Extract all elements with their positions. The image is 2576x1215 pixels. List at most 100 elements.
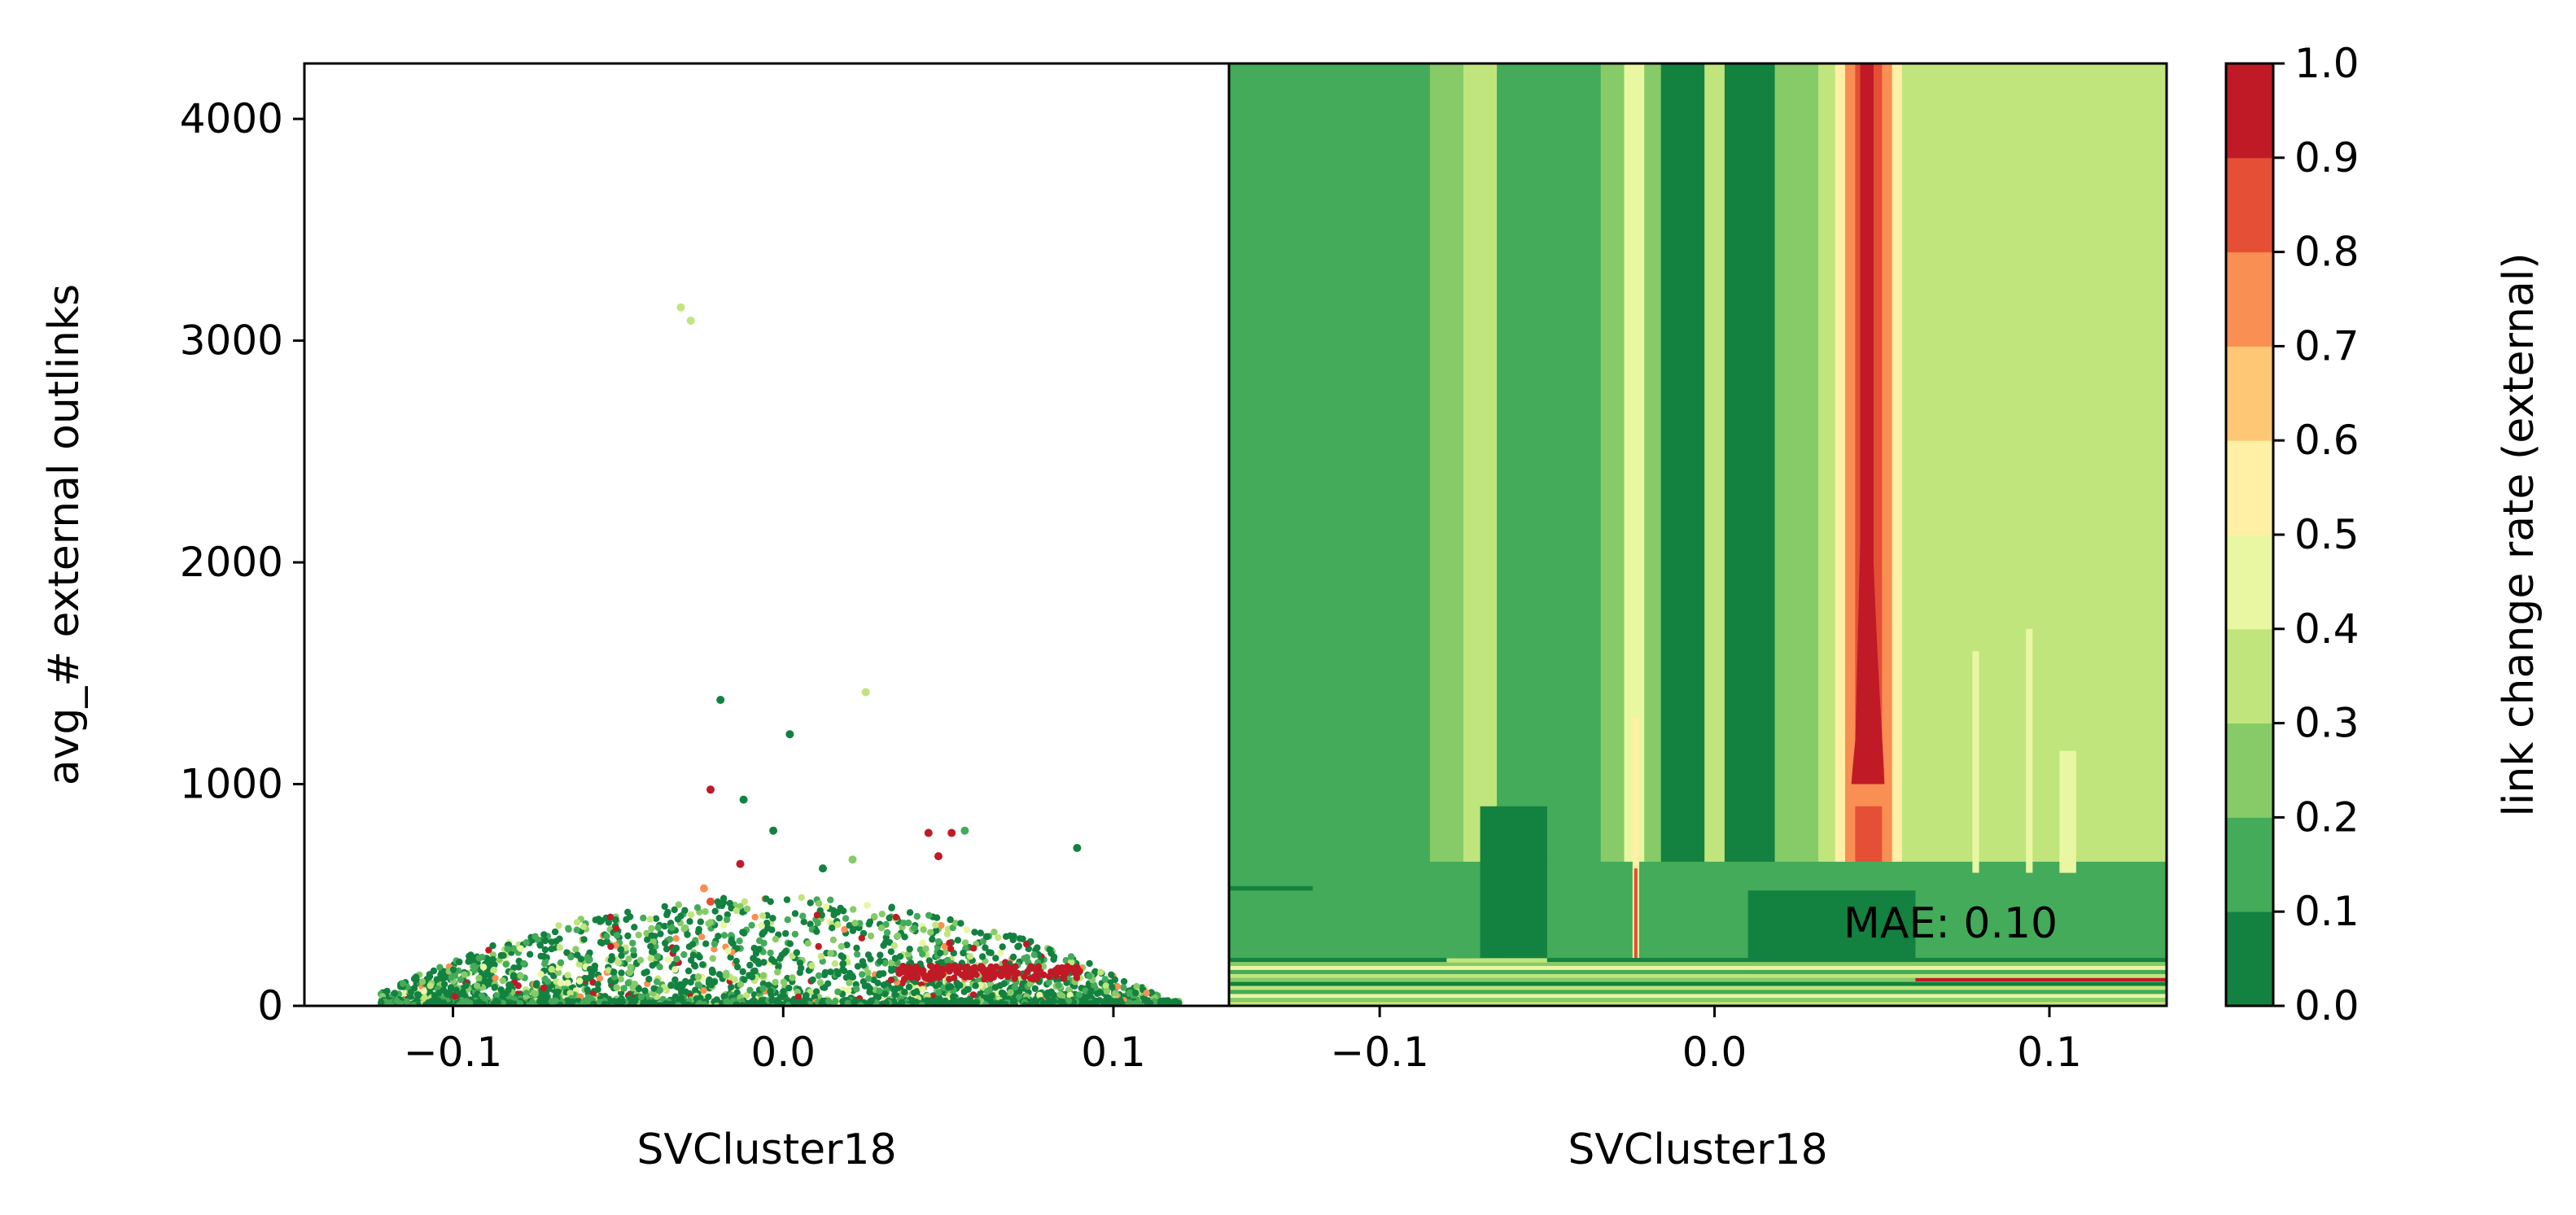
heatmap-band xyxy=(1818,63,1836,1006)
scatter-point xyxy=(556,944,563,951)
scatter-point xyxy=(692,986,699,994)
scatter-point xyxy=(815,972,823,980)
scatter-point xyxy=(510,964,518,972)
scatter-point xyxy=(821,968,829,977)
scatter-point xyxy=(925,975,934,983)
scatter-point xyxy=(637,993,645,1001)
scatter-point xyxy=(479,964,488,971)
scatter-point xyxy=(858,934,866,942)
scatter-point xyxy=(957,920,964,927)
scatter-point xyxy=(603,933,610,940)
heatmap-details xyxy=(1229,63,2167,1006)
scatter-x-ticks: −0.1 0.0 0.1 xyxy=(404,1006,1146,1076)
scatter-point xyxy=(829,907,838,915)
scatter-point xyxy=(469,953,476,961)
scatter-point xyxy=(1031,985,1039,993)
scatter-point xyxy=(793,949,801,956)
scatter-point xyxy=(934,989,942,996)
scatter-point xyxy=(489,942,496,950)
scatter-point xyxy=(1027,998,1034,1006)
scatter-point xyxy=(596,975,604,982)
scatter-point xyxy=(864,902,871,909)
scatter-point xyxy=(1082,987,1089,994)
scatter-x-axis-title: SVCluster18 xyxy=(636,1125,896,1174)
scatter-point xyxy=(731,976,738,983)
scatter-point xyxy=(709,955,716,963)
scatter-point xyxy=(1126,989,1134,997)
scatter-point xyxy=(831,959,839,968)
scatter-point xyxy=(420,987,427,995)
scatter-point xyxy=(919,986,926,993)
scatter-point xyxy=(1046,946,1054,954)
scatter-point xyxy=(905,983,913,991)
scatter-point xyxy=(774,999,781,1006)
scatter-point xyxy=(1055,966,1062,973)
scatter-point xyxy=(798,894,805,902)
scatter-point xyxy=(1023,940,1030,948)
scatter-point xyxy=(625,955,632,963)
scatter-point xyxy=(618,969,625,977)
scatter-point xyxy=(986,949,993,956)
scatter-point xyxy=(886,914,893,922)
scatter-point xyxy=(576,977,584,985)
scatter-point xyxy=(987,963,995,971)
scatter-point xyxy=(563,949,571,956)
scatter-point xyxy=(605,967,612,974)
heatmap-bottom-stripe xyxy=(1229,977,2167,982)
scatter-point xyxy=(1073,844,1082,852)
scatter-outlier-points xyxy=(676,303,1082,906)
scatter-point xyxy=(842,915,850,922)
scatter-point xyxy=(1163,997,1171,1005)
scatter-point xyxy=(1004,962,1011,970)
scatter-point xyxy=(846,922,853,929)
scatter-point xyxy=(433,976,440,983)
scatter-point xyxy=(813,911,821,919)
heatmap-dark-patch xyxy=(1229,885,1313,891)
heatmap-peak-halo xyxy=(1855,806,1883,862)
colorbar-tick-label: 0.8 xyxy=(2294,229,2360,276)
scatter-point xyxy=(1073,974,1081,981)
scatter-point xyxy=(723,969,730,977)
scatter-point xyxy=(1109,983,1116,991)
colorbar-level xyxy=(2226,817,2273,912)
scatter-point xyxy=(877,951,884,959)
scatter-point xyxy=(720,921,728,929)
scatter-point xyxy=(666,1000,674,1006)
scatter-point xyxy=(581,974,588,982)
scatter-point xyxy=(670,946,678,954)
scatter-point xyxy=(890,942,899,950)
scatter-point xyxy=(964,986,972,994)
heatmap-spike xyxy=(1632,717,1639,962)
scatter-point xyxy=(983,933,991,941)
scatter-point xyxy=(733,945,741,952)
heatmap-bottom-stripe xyxy=(1915,977,2167,981)
scatter-point xyxy=(428,998,435,1005)
scatter-point xyxy=(1000,990,1008,999)
scatter-point xyxy=(478,992,485,1000)
scatter-point xyxy=(584,997,591,1004)
scatter-point xyxy=(985,970,992,977)
scatter-point xyxy=(657,930,664,937)
scatter-point xyxy=(418,978,426,986)
scatter-point xyxy=(956,981,964,990)
scatter-point xyxy=(572,946,579,953)
scatter-point xyxy=(932,927,940,934)
colorbar-tick-label: 0.6 xyxy=(2294,417,2360,464)
scatter-point xyxy=(815,900,823,907)
scatter-point xyxy=(1097,968,1104,976)
scatter-point xyxy=(689,941,697,948)
scatter-point xyxy=(1065,997,1073,1005)
scatter-point xyxy=(751,967,759,975)
scatter-point xyxy=(759,912,767,920)
scatter-point xyxy=(646,916,654,923)
heatmap-bottom-stripe xyxy=(1229,962,2167,966)
scatter-point xyxy=(413,991,422,999)
scatter-point xyxy=(1103,988,1111,995)
scatter-point xyxy=(1014,969,1021,977)
scatter-point xyxy=(697,918,704,925)
scatter-point xyxy=(698,933,706,941)
scatter-point xyxy=(656,964,663,971)
scatter-point xyxy=(769,826,778,835)
scatter-point xyxy=(548,998,555,1005)
